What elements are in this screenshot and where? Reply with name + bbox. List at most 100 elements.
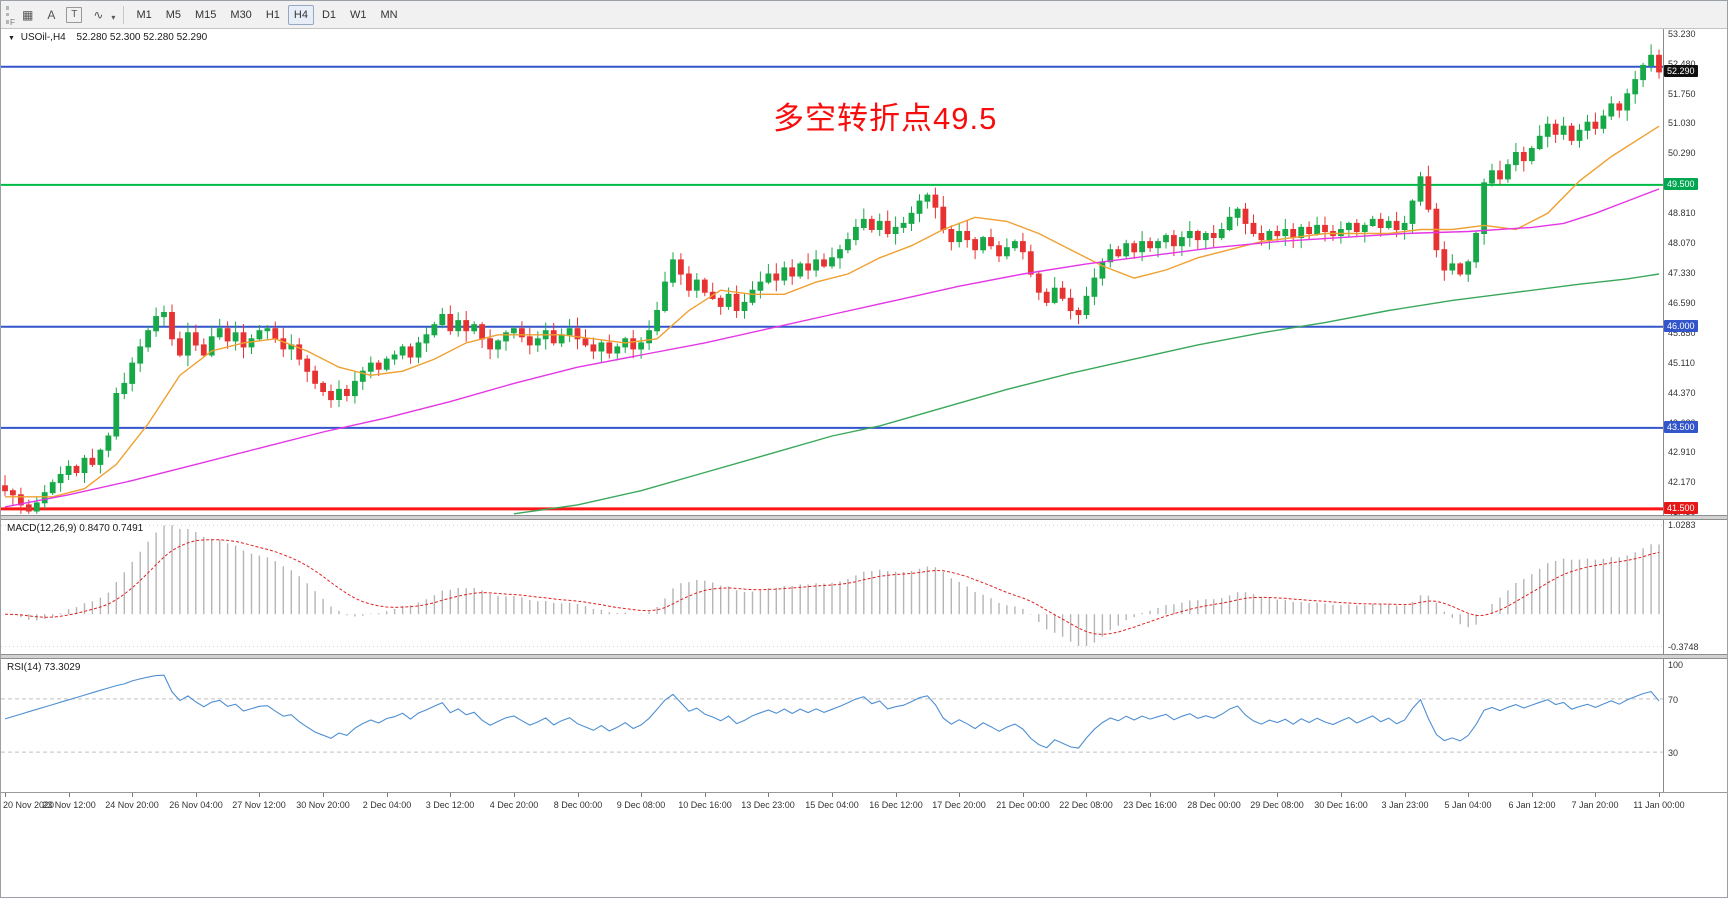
time-axis-label: 13 Dec 23:00 (741, 800, 795, 810)
toolbar-separator (123, 5, 125, 24)
macd-histogram (12, 525, 1660, 646)
rsi-axis-label: 100 (1668, 660, 1684, 670)
time-tick (1023, 793, 1024, 797)
time-tick (1405, 793, 1406, 797)
timeframe-button-m15[interactable]: M15 (189, 5, 222, 25)
time-tick (1532, 793, 1533, 797)
time-axis-label: 24 Nov 20:00 (105, 800, 159, 810)
macd-title: MACD(12,26,9) 0.8470 0.7491 (7, 523, 144, 534)
time-axis-label: 21 Dec 00:00 (996, 800, 1050, 810)
price-axis-label: 42.170 (1668, 477, 1696, 487)
time-axis-label: 7 Jan 20:00 (1571, 800, 1619, 810)
time-axis-label: 16 Dec 12:00 (869, 800, 923, 810)
price-axis-label: 47.330 (1668, 268, 1696, 278)
rsi-canvas[interactable] (1, 659, 1663, 792)
time-axis-label: 3 Jan 23:00 (1381, 800, 1429, 810)
time-axis-label: 29 Dec 08:00 (1250, 800, 1304, 810)
time-axis-label: 10 Dec 16:00 (678, 800, 732, 810)
price-scale[interactable]: 53.23052.48051.75051.03050.29049.55048.8… (1664, 1, 1727, 897)
time-axis-label: 30 Nov 20:00 (296, 800, 350, 810)
timeframe-button-m5[interactable]: M5 (160, 5, 187, 25)
time-tick (132, 793, 133, 797)
time-tick (1214, 793, 1215, 797)
timeframe-button-m30[interactable]: M30 (224, 5, 257, 25)
chart-annotation-text: 多空转折点49.5 (773, 101, 998, 136)
time-axis-label: 2 Dec 04:00 (362, 800, 412, 810)
timeframe-button-h1[interactable]: H1 (260, 5, 286, 25)
macd-axis-label: 1.0283 (1668, 520, 1696, 530)
horizontal-lines (1, 65, 1663, 511)
rsi-axis-label: 30 (1668, 748, 1679, 758)
time-tick (1595, 793, 1596, 797)
time-axis-label: 8 Dec 00:00 (553, 800, 603, 810)
toolbar-tools-group: ▦ A T ∿ ▾ (16, 5, 117, 25)
timeframe-button-m1[interactable]: M1 (130, 5, 157, 25)
macd-signal-line (4, 539, 1660, 635)
timeframe-button-h4[interactable]: H4 (287, 4, 314, 25)
price-axis-label: 51.030 (1668, 118, 1696, 128)
time-tick (69, 793, 70, 797)
time-axis-label: 28 Dec 00:00 (1187, 800, 1241, 810)
price-axis-label: 44.370 (1668, 388, 1696, 398)
pane-splitter-macd[interactable] (1, 515, 1727, 520)
time-axis-label: 17 Dec 20:00 (932, 800, 986, 810)
symbol-title: USOil-,H4 (20, 32, 66, 43)
time-tick (1150, 793, 1151, 797)
macd-canvas[interactable] (1, 520, 1663, 654)
price-axis-label: 51.750 (1668, 89, 1696, 99)
time-axis-label: 20 Nov 2020 (3, 800, 55, 810)
charts-grid-icon[interactable]: ▦ (16, 5, 39, 25)
rsi-title: RSI(14) 73.3029 (7, 662, 81, 673)
time-tick (1277, 793, 1278, 797)
hline-price-badge: 41.500 (1664, 502, 1698, 514)
ma-fast-line (5, 125, 1660, 498)
time-tick (1341, 793, 1342, 797)
price-axis-label: 48.810 (1668, 208, 1696, 218)
time-axis-label: 23 Nov 12:00 (42, 800, 96, 810)
price-axis-label: 52.480 (1668, 59, 1696, 69)
toolbar-grip[interactable] (6, 5, 12, 24)
time-axis-label: 22 Dec 08:00 (1059, 800, 1113, 810)
text-box-tool[interactable]: T (66, 6, 83, 23)
time-axis-label: 6 Jan 12:00 (1508, 800, 1556, 810)
indicators-tool[interactable]: ∿ (87, 5, 109, 25)
time-axis-label: 9 Dec 08:00 (616, 800, 666, 810)
time-tick (323, 793, 324, 797)
symbol-info-line: ▼ USOil-,H4 52.280 52.300 52.280 52.290 (8, 32, 207, 43)
pane-splitter-rsi[interactable] (1, 654, 1727, 659)
time-tick (705, 793, 706, 797)
ma-medium-line (4, 188, 1660, 508)
toolbar: ▦ A T ∿ ▾ M1 M5 M15 M30 H1 H4 D1 W1 MN (1, 1, 1727, 29)
time-axis-label: 3 Dec 12:00 (425, 800, 475, 810)
macd-axis-label: -0.3748 (1668, 642, 1699, 652)
toolbar-grip-label: F (10, 18, 15, 27)
time-axis-label: 23 Dec 16:00 (1123, 800, 1177, 810)
hline-price-badge: 49.500 (1664, 178, 1698, 190)
time-tick (959, 793, 960, 797)
time-tick (259, 793, 260, 797)
chart-collapse-arrow-icon[interactable]: ▼ (8, 35, 15, 42)
price-axis-label: 45.850 (1668, 328, 1696, 338)
price-axis-label: 42.910 (1668, 447, 1696, 457)
text-annotation-tool[interactable]: A (41, 5, 61, 25)
main-chart-canvas[interactable] (1, 29, 1663, 515)
time-axis-label: 26 Nov 04:00 (169, 800, 223, 810)
time-axis-label: 11 Jan 00:00 (1633, 800, 1685, 810)
time-axis-label: 30 Dec 16:00 (1314, 800, 1368, 810)
price-axis-label: 48.070 (1668, 238, 1696, 248)
timeframe-button-w1[interactable]: W1 (344, 5, 373, 25)
price-axis-label: 53.230 (1668, 29, 1696, 39)
timeframe-button-mn[interactable]: MN (375, 5, 404, 25)
time-axis-label: 5 Jan 04:00 (1444, 800, 1492, 810)
time-scale[interactable]: 20 Nov 2020 23 Nov 12:00 24 Nov 20:00 26 No… (1, 792, 1727, 816)
time-tick (1659, 793, 1660, 797)
time-tick (578, 793, 579, 797)
time-tick (641, 793, 642, 797)
dropdown-caret-icon[interactable]: ▾ (111, 13, 116, 22)
time-axis-label: 27 Nov 12:00 (232, 800, 286, 810)
bid-price-badge: 52.290 (1664, 65, 1698, 77)
time-tick (768, 793, 769, 797)
time-tick (1468, 793, 1469, 797)
timeframe-button-d1[interactable]: D1 (316, 5, 342, 25)
